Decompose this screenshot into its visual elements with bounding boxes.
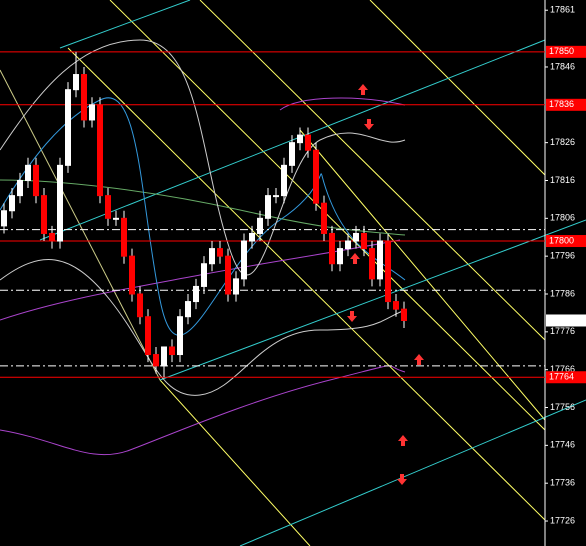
candle-body (209, 248, 215, 265)
candle-body (353, 232, 359, 242)
candle-body (241, 240, 247, 280)
channel-line (299, 129, 546, 421)
y-tick-label: 17756 (550, 402, 575, 412)
channel-line (159, 219, 586, 381)
candle-body (337, 248, 343, 265)
y-tick-label: 17796 (550, 251, 575, 261)
candle-body (265, 195, 271, 219)
candle-body (217, 248, 223, 257)
candle-body (1, 210, 7, 227)
candle-body (345, 240, 351, 250)
candle-body (89, 104, 95, 121)
candle-body (401, 308, 407, 321)
candle-body (137, 293, 143, 318)
channel-line (59, 0, 191, 49)
y-tick-label: 17726 (550, 515, 575, 525)
y-tick-label: 17786 (550, 288, 575, 298)
candle-body (97, 104, 103, 197)
candle-body (385, 240, 391, 303)
candle-body (81, 74, 87, 121)
y-tick-label: 17776 (550, 326, 575, 336)
level-label-box (546, 235, 586, 248)
candle-body (257, 217, 263, 234)
channel-line (0, 69, 161, 381)
candle-body (281, 164, 287, 197)
candle-body (393, 301, 399, 310)
candle-body (177, 316, 183, 356)
level-label: 17764 (549, 372, 574, 382)
candle-body (161, 346, 167, 367)
candle-body (313, 149, 319, 204)
candle-body (225, 255, 231, 295)
candle-body (233, 278, 239, 295)
y-tick-label: 17766 (550, 364, 575, 374)
arrow-down (364, 119, 374, 130)
moving-average (0, 97, 406, 336)
candle-body (129, 255, 135, 295)
level-label: 17836 (549, 99, 574, 109)
candle-body (329, 232, 335, 265)
y-tick-label: 17736 (550, 478, 575, 488)
candle-body (113, 217, 119, 220)
level-label: 17800 (549, 235, 574, 245)
candle-body (169, 346, 175, 356)
level-label-box (546, 98, 586, 111)
candle-body (25, 164, 31, 181)
level-label: 17850 (549, 46, 574, 56)
current-price-box (546, 314, 586, 327)
signal-arrows (347, 84, 424, 485)
channel-line (369, 0, 546, 176)
candle-body (289, 142, 295, 166)
level-label-box (546, 371, 586, 384)
bollinger-band (0, 259, 406, 396)
y-tick-label: 17806 (550, 213, 575, 223)
candle-body (49, 232, 55, 242)
y-tick-label: 17746 (550, 440, 575, 450)
arrow-up (358, 84, 368, 95)
candle-body (193, 285, 199, 303)
candle-body (249, 232, 255, 242)
channel-line (159, 379, 311, 546)
candle-body (65, 89, 71, 166)
level-label-box (546, 45, 586, 58)
arrow-down (347, 311, 357, 322)
arrow-up (350, 253, 360, 264)
y-tick-label: 17816 (550, 175, 575, 185)
channel-line (239, 399, 586, 546)
y-tick-label: 17846 (550, 61, 575, 71)
candle-body (297, 134, 303, 144)
candle-body (9, 195, 15, 212)
arrow-up (398, 435, 408, 446)
candle-body (33, 164, 39, 197)
moving-average (279, 97, 406, 111)
channel-line (199, 0, 546, 341)
candle-body (201, 263, 207, 287)
candle-body (185, 301, 191, 318)
candle-body (361, 232, 367, 250)
candle-body (145, 316, 151, 356)
candle-body (153, 354, 159, 367)
candle-body (17, 179, 23, 197)
y-tick-label: 17861 (550, 5, 575, 15)
candle-body (305, 134, 311, 151)
channel-line (67, 47, 546, 521)
candle-body (41, 195, 47, 234)
candle-body (57, 164, 63, 242)
candle-body (369, 248, 375, 280)
current-price-label: 17779 (549, 315, 574, 325)
candle-body (377, 240, 383, 280)
bollinger-band (0, 39, 406, 276)
candle-body (321, 202, 327, 234)
arrow-up (414, 354, 424, 365)
candle-body (105, 195, 111, 219)
arrow-down (397, 474, 407, 485)
candle-body (273, 195, 279, 198)
candle-body (121, 217, 127, 257)
y-tick-label: 17826 (550, 137, 575, 147)
candle-body (73, 74, 79, 91)
